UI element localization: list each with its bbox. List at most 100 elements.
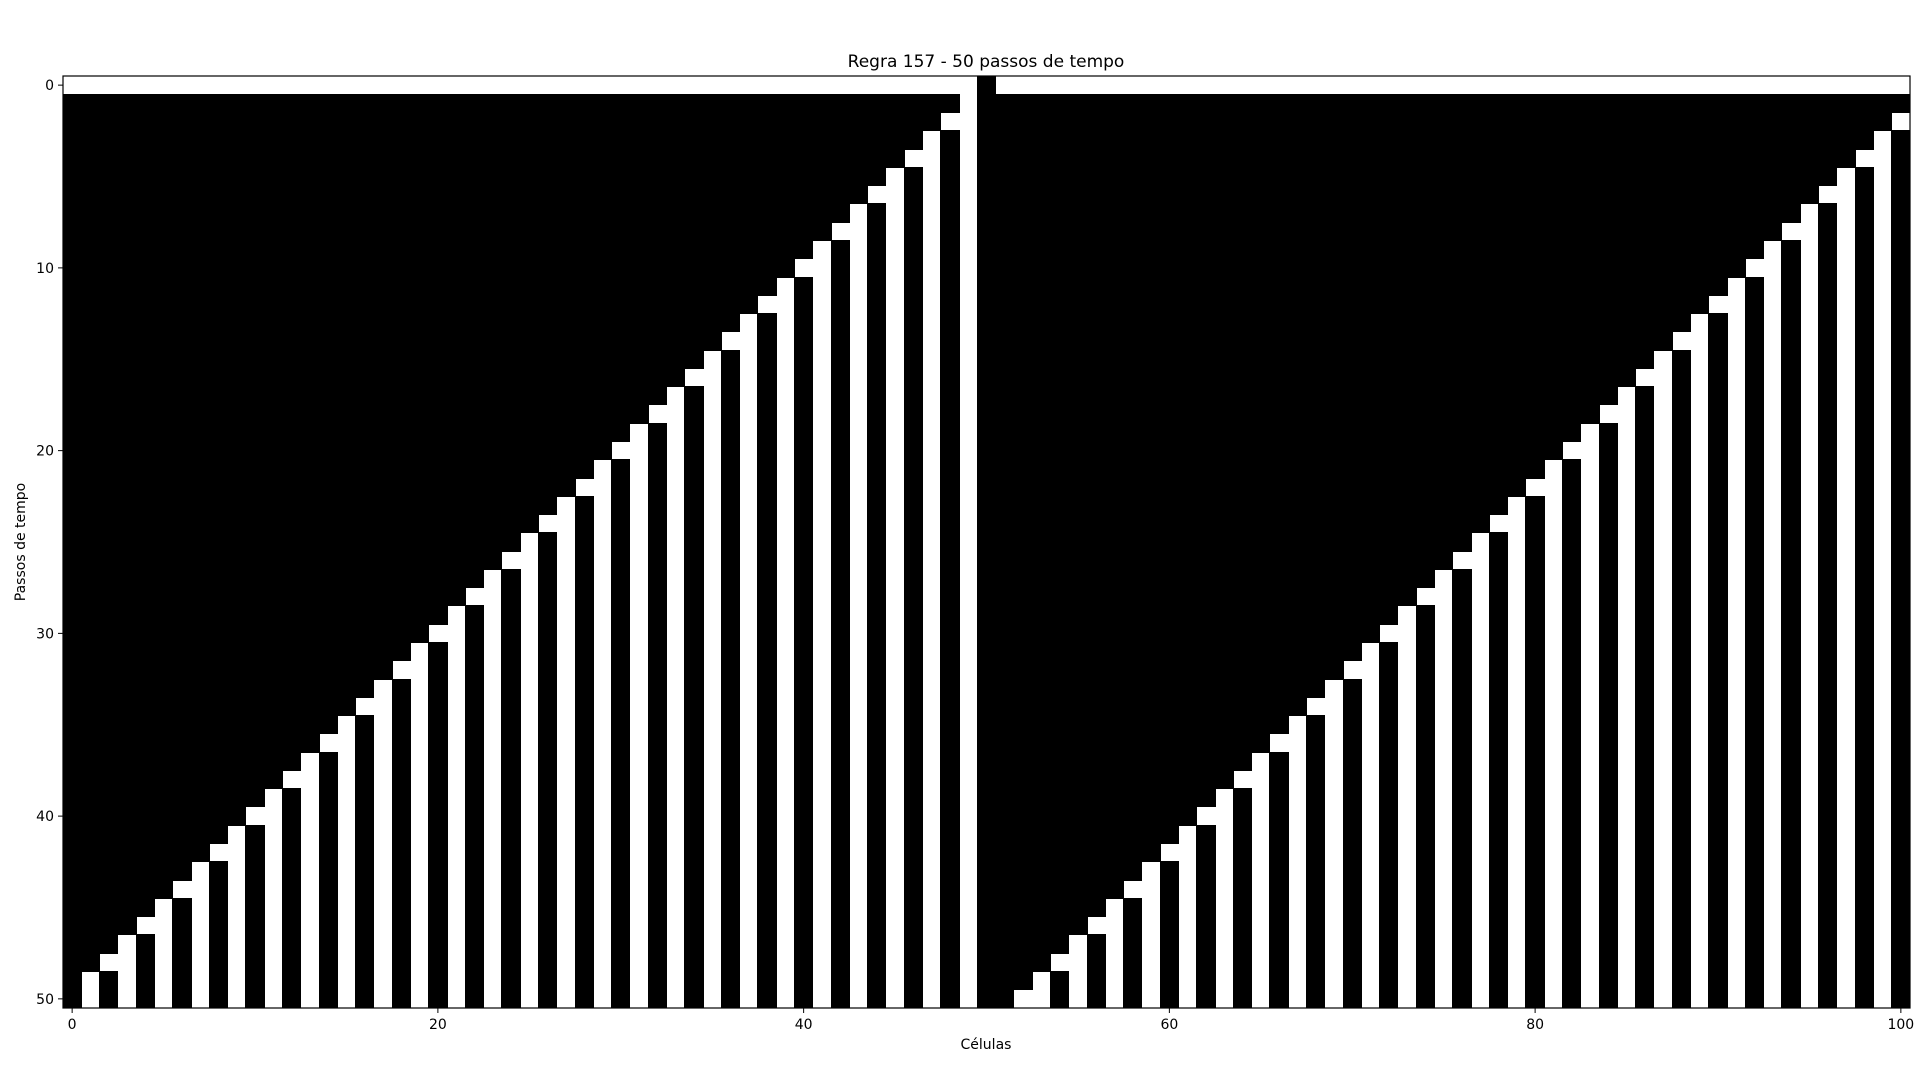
heatmap-cell-run [465,788,484,807]
heatmap-cell-run [1855,514,1874,533]
heatmap-cell-run [1452,989,1472,1008]
heatmap-cell-run [1123,971,1142,990]
heatmap-cell-run [465,825,484,844]
heatmap-cell-run [209,953,228,972]
heatmap-cell-run [757,752,777,771]
heatmap-cell-run [611,788,630,807]
heatmap-cell-run [1708,441,1728,460]
heatmap-cell-run [245,953,265,972]
heatmap-cell-run [1452,971,1472,990]
heatmap-cell-run [721,532,740,552]
heatmap-cell-run [1050,971,1069,990]
heatmap-cell-run [1891,551,1910,570]
heatmap-cell-run [1562,605,1581,625]
heatmap-cell-run [1489,770,1508,789]
heatmap-cell-run [757,569,777,588]
heatmap-cell-run [1599,624,1618,643]
heatmap-cell-run [355,861,374,881]
heatmap-cell-run [1416,788,1435,807]
heatmap-cell-run [977,441,1563,460]
heatmap-cell-run [1562,861,1581,881]
heatmap-cell-run [1635,788,1654,807]
heatmap-cell-run [538,971,557,990]
heatmap-cell-run [1269,806,1289,826]
heatmap-cell-run [757,971,777,990]
heatmap-cell-run [1781,971,1801,990]
heatmap-cell-run [648,861,667,881]
heatmap-cell-run [1891,222,1910,241]
heatmap-cell-run [575,880,594,899]
heatmap-cell-run [245,880,265,899]
heatmap-cell-run [1379,697,1398,716]
heatmap-cell-run [721,624,740,643]
heatmap-cell-run [136,934,155,954]
heatmap-cell-run [1525,861,1545,881]
heatmap-cell-run [428,697,448,716]
heatmap-cell-run [1891,167,1910,186]
heatmap-cell-run [1599,752,1618,771]
heatmap-cell-run [172,898,192,917]
heatmap-cell-run [1379,989,1398,1008]
heatmap-cell-run [794,478,813,497]
heatmap-cell-run [1891,880,1910,899]
heatmap-cell-run [1672,697,1691,716]
heatmap-cell-run [867,496,886,515]
heatmap-cell-run [1672,423,1691,442]
heatmap-cell-run [1416,770,1435,789]
heatmap-cell-run [319,825,338,844]
heatmap-cell-run [757,880,777,899]
heatmap-cell-run [538,587,557,606]
heatmap-cell-run [831,916,850,935]
heatmap-cell-run [392,880,411,899]
heatmap-cell-run [684,971,704,990]
heatmap-cell-run [794,971,813,990]
heatmap-cell-run [794,551,813,570]
heatmap-cell-run [867,825,886,844]
heatmap-cell-run [1379,733,1398,753]
heatmap-cell-run [648,679,667,698]
heatmap-cell-run [1855,971,1874,990]
heatmap-cell-run [99,971,118,990]
heatmap-cell-run [757,898,777,917]
heatmap-cell-run [940,386,960,405]
heatmap-cell-run [831,551,850,570]
heatmap-cell-run [1525,605,1545,625]
heatmap-cell-run [831,660,850,680]
heatmap-cell-run [1891,368,1910,387]
heatmap-cell-run [1781,916,1801,935]
heatmap-cell-run [1416,898,1435,917]
heatmap-cell-run [977,660,1344,680]
heatmap-cell-run [831,752,850,771]
heatmap-cell-run [1635,569,1654,588]
x-tick-label: 40 [795,1017,813,1033]
heatmap-cell-run [648,423,667,442]
heatmap-cell-run [977,313,1691,332]
heatmap-cell-run [1891,496,1910,515]
heatmap-cell-run [1306,843,1325,862]
heatmap-cell-run [831,404,850,424]
heatmap-cell-run [99,989,118,1008]
heatmap-cell-run [831,624,850,643]
heatmap-cell-run [172,971,192,990]
heatmap-cell-run [1708,423,1728,442]
heatmap-cell-run [209,934,228,954]
heatmap-cell-run [1233,898,1252,917]
heatmap-cell-run [1525,733,1545,753]
heatmap-cell-run [977,404,1600,424]
heatmap-cell-run [1891,624,1910,643]
heatmap-cell-run [1855,587,1874,606]
heatmap-cell-run [977,130,1874,150]
heatmap-cell-run [940,423,960,442]
y-tick-label: 0 [45,78,54,94]
heatmap-cell-run [1599,843,1618,862]
heatmap-cell-run [1087,971,1106,990]
y-tick-label: 10 [36,261,54,277]
heatmap-cell-run [684,733,704,753]
heatmap-cell-run [1818,368,1837,387]
heatmap-cell-run [355,971,374,990]
heatmap-cell-run [1672,733,1691,753]
heatmap-cell-run [684,605,704,625]
heatmap-cell-run [575,934,594,954]
heatmap-cell-run [282,971,301,990]
heatmap-cell-run [428,880,448,899]
